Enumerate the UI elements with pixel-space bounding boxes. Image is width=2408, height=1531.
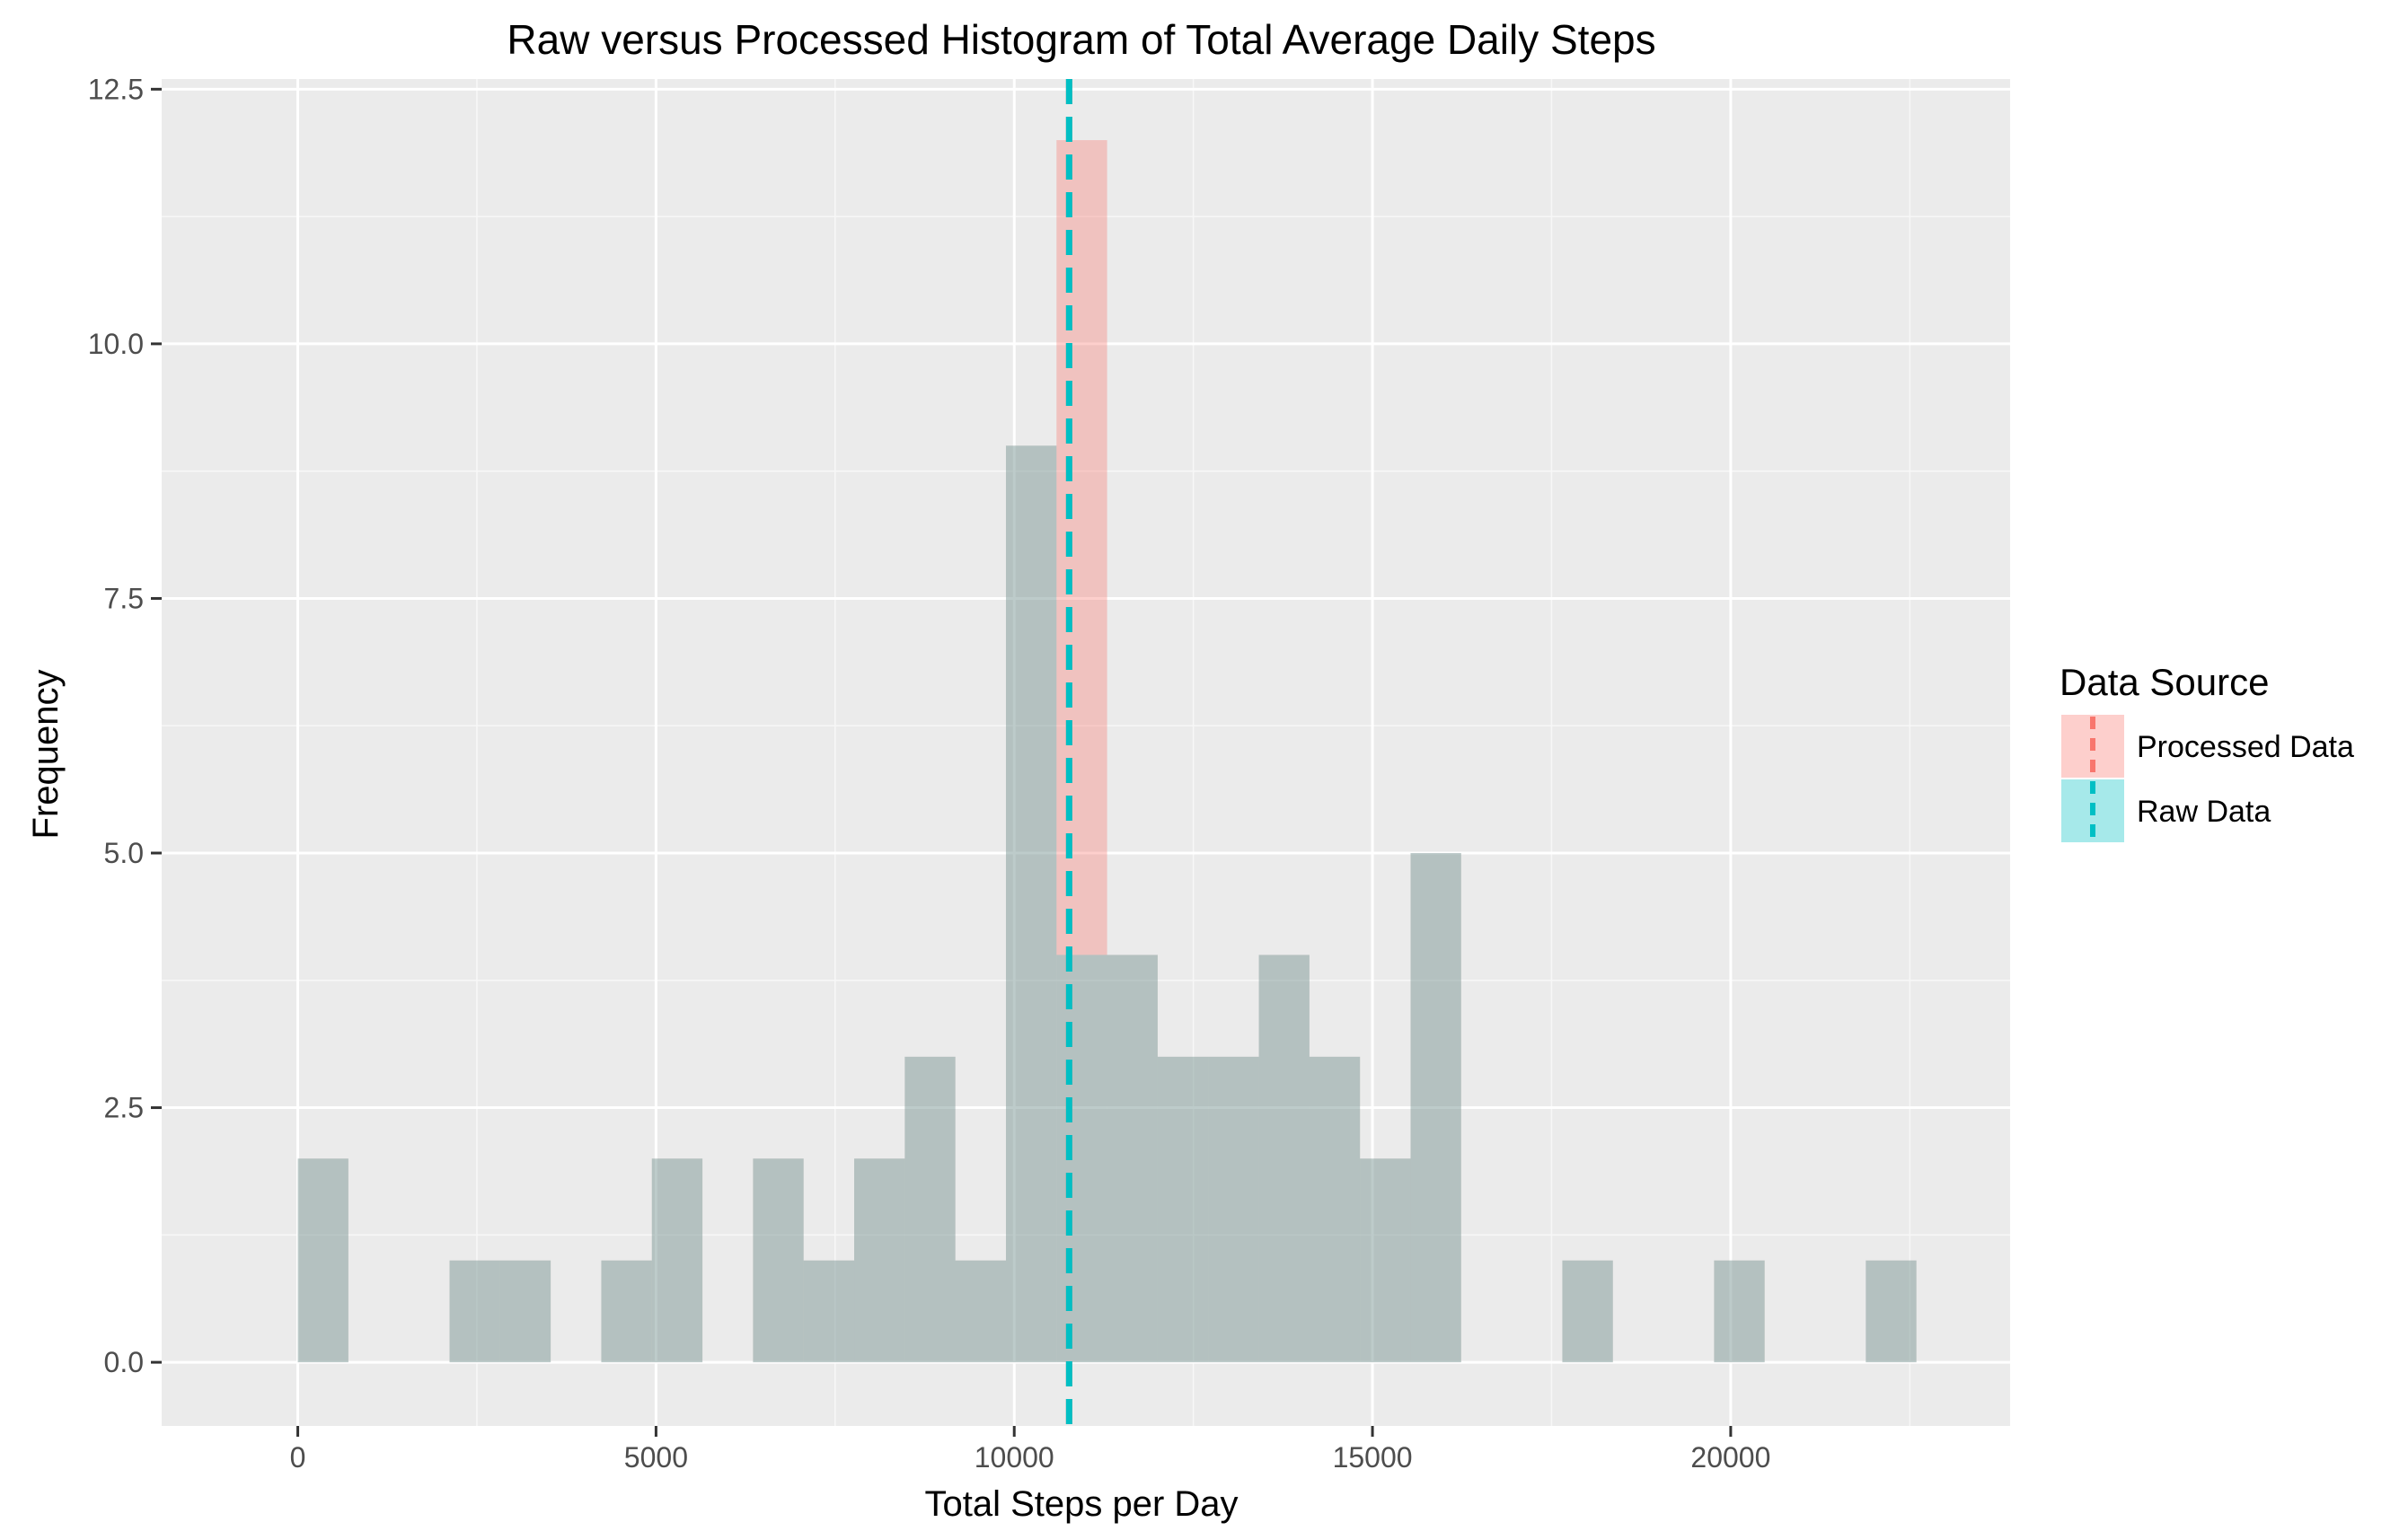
processed-bar: [803, 1260, 855, 1363]
raw-bar: [1107, 955, 1158, 1363]
minor-gridlines: [162, 79, 2010, 1426]
raw-bar: [904, 1056, 956, 1363]
raw-bar: [1208, 1056, 1259, 1363]
raw-bar: [601, 1260, 652, 1363]
processed-bar: [1410, 853, 1461, 1363]
raw-bar: [753, 1158, 804, 1363]
processed-bar: [1005, 445, 1057, 1363]
raw-bar: [803, 1260, 855, 1363]
processed-bar: [1208, 1056, 1259, 1363]
raw-bar: [1360, 1158, 1411, 1363]
legend-title: Data Source: [2060, 661, 2269, 703]
raw-bar: [1309, 1056, 1361, 1363]
raw-bar: [297, 1158, 348, 1363]
processed-bar: [601, 1260, 652, 1363]
plot-panel: [162, 79, 2010, 1426]
y-tick-label: 5.0: [104, 837, 144, 869]
processed-bar: [651, 1158, 703, 1363]
processed-bar: [904, 1056, 956, 1363]
processed-bar: [499, 1260, 551, 1363]
y-tick-label: 0.0: [104, 1346, 144, 1378]
chart-title: Raw versus Processed Histogram of Total …: [507, 16, 1655, 63]
processed-bar: [1056, 140, 1107, 1363]
legend-items: Processed Data Raw Data: [2061, 715, 2354, 842]
processed-bar: [1258, 955, 1310, 1363]
processed-bar: [449, 1260, 500, 1363]
raw-bar: [1562, 1260, 1613, 1363]
processed-bar: [1157, 1056, 1209, 1363]
processed-bar: [1866, 1260, 1917, 1363]
processed-bar: [1562, 1260, 1613, 1363]
raw-bar: [1005, 445, 1057, 1363]
legend-label: Processed Data: [2137, 730, 2354, 764]
processed-bar: [297, 1158, 348, 1363]
raw-bar: [1714, 1260, 1765, 1363]
processed-bar: [1714, 1260, 1765, 1363]
raw-bar: [1157, 1056, 1209, 1363]
y-tick-label: 2.5: [104, 1092, 144, 1124]
raw-bars: [297, 445, 1917, 1363]
processed-bar: [1360, 1158, 1411, 1363]
raw-bar: [449, 1260, 500, 1363]
y-axis: 0.0 2.5 5.0 7.5 10.0 12.5: [88, 73, 162, 1378]
x-axis-label: Total Steps per Day: [924, 1484, 1238, 1524]
x-tick-label: 10000: [975, 1441, 1054, 1474]
processed-bar: [854, 1158, 905, 1363]
raw-bar: [499, 1260, 551, 1363]
x-tick-label: 20000: [1690, 1441, 1770, 1474]
raw-bar: [1258, 955, 1310, 1363]
raw-bar: [651, 1158, 703, 1363]
raw-bar: [1410, 853, 1461, 1363]
raw-bar: [1866, 1260, 1917, 1363]
x-tick-label: 15000: [1333, 1441, 1413, 1474]
raw-bar: [955, 1260, 1006, 1363]
processed-bars: [297, 140, 1917, 1363]
raw-bar: [854, 1158, 905, 1363]
x-axis: 0 5000 10000 15000 20000: [290, 1426, 1770, 1474]
processed-bar: [955, 1260, 1006, 1363]
y-axis-label: Frequency: [26, 670, 66, 840]
legend-label: Raw Data: [2137, 795, 2271, 829]
legend: Data Source Processed Data Raw Data: [2060, 661, 2354, 842]
major-gridlines: [162, 79, 2010, 1426]
x-tick-label: 0: [290, 1441, 306, 1474]
y-tick-label: 7.5: [104, 582, 144, 614]
y-tick-label: 10.0: [88, 328, 144, 360]
raw-bar: [1056, 955, 1107, 1363]
processed-bar: [1107, 955, 1158, 1363]
processed-bar: [753, 1158, 804, 1363]
y-tick-label: 12.5: [88, 73, 144, 105]
processed-bar: [1309, 1056, 1361, 1363]
x-tick-label: 5000: [624, 1441, 688, 1474]
